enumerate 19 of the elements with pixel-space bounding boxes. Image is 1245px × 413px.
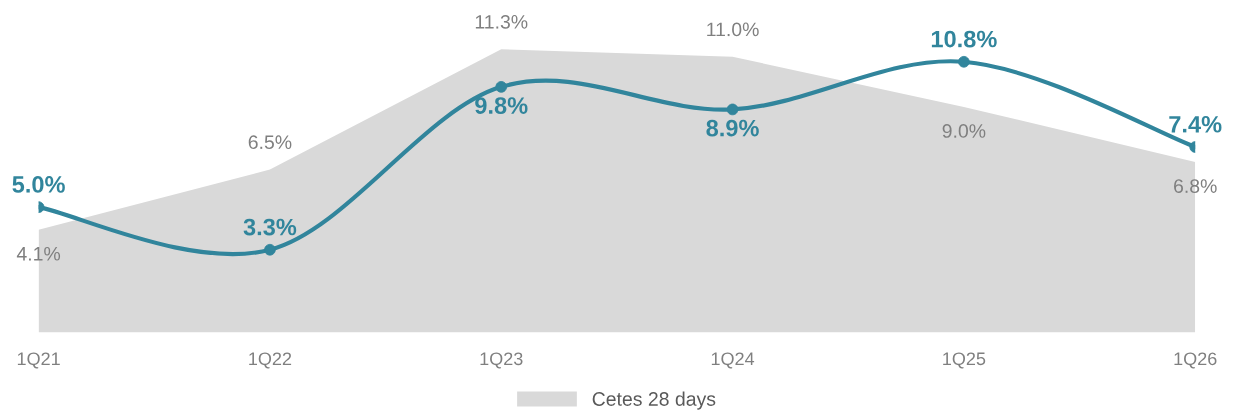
x-tick-label: 1Q26 bbox=[1174, 352, 1217, 369]
x-tick-label: 1Q24 bbox=[711, 352, 755, 369]
legend-label: Cetes 28 days bbox=[592, 391, 716, 410]
data-label: 3.3% bbox=[243, 218, 297, 236]
data-label: 9.8% bbox=[475, 97, 528, 114]
data-label: 9.0% bbox=[942, 124, 986, 138]
data-label: 11.3% bbox=[475, 14, 528, 29]
data-label: 10.8% bbox=[931, 30, 997, 48]
data-label: 6.5% bbox=[248, 135, 292, 150]
data-label: 11.0% bbox=[707, 22, 759, 37]
x-tick-label: 1Q21 bbox=[17, 352, 60, 369]
x-tick-label: 1Q25 bbox=[943, 352, 986, 369]
data-label: 7.4% bbox=[1169, 115, 1222, 133]
data-label: 4.1% bbox=[16, 246, 61, 261]
data-label: 8.9% bbox=[706, 119, 759, 137]
data-label: 6.8% bbox=[1174, 179, 1217, 193]
data-label: 5.0% bbox=[12, 176, 65, 193]
x-tick-label: 1Q23 bbox=[480, 352, 523, 369]
x-tick-label: 1Q22 bbox=[249, 352, 292, 369]
